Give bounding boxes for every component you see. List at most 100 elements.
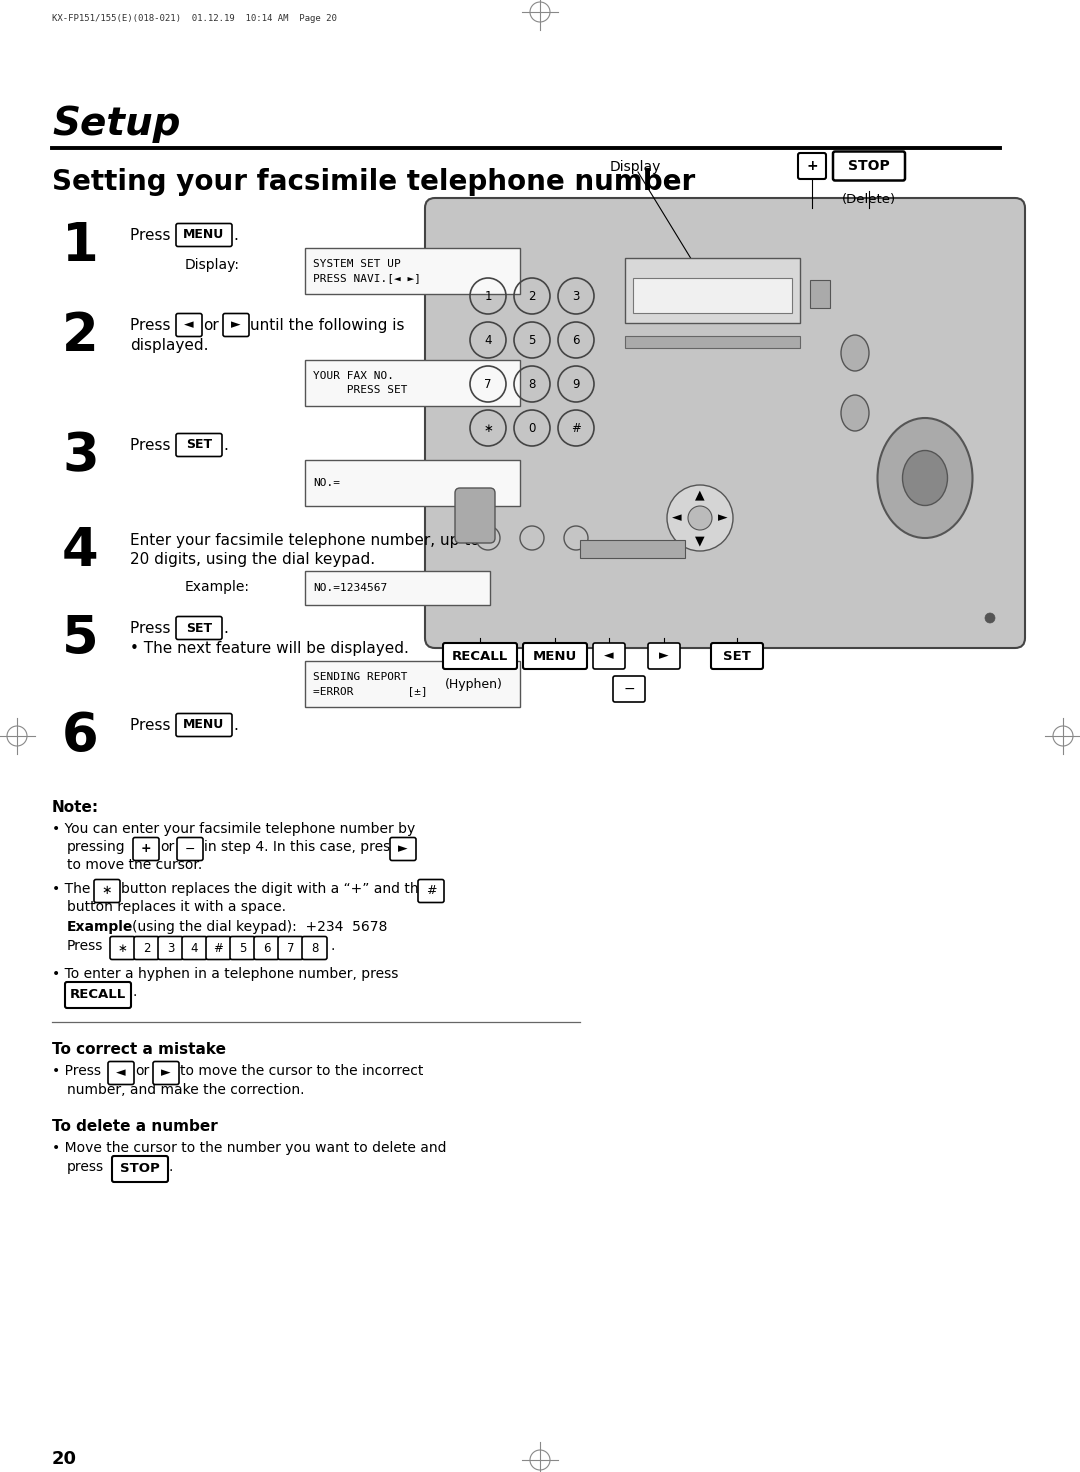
Ellipse shape <box>841 336 869 371</box>
FancyBboxPatch shape <box>230 936 255 960</box>
FancyBboxPatch shape <box>418 879 444 902</box>
Text: ►: ► <box>231 318 241 331</box>
Text: To correct a mistake: To correct a mistake <box>52 1042 226 1057</box>
FancyBboxPatch shape <box>455 489 495 543</box>
Bar <box>625 336 800 347</box>
Text: .: . <box>222 439 228 453</box>
FancyBboxPatch shape <box>798 153 826 180</box>
Bar <box>305 661 519 707</box>
Text: ◄: ◄ <box>604 649 613 662</box>
Text: (using the dial keypad):  +234  5678: (using the dial keypad): +234 5678 <box>132 920 388 935</box>
FancyBboxPatch shape <box>176 617 222 639</box>
FancyBboxPatch shape <box>176 433 222 456</box>
Text: ∗: ∗ <box>118 942 127 954</box>
Text: ∗: ∗ <box>102 885 112 898</box>
Text: 1: 1 <box>62 219 98 272</box>
FancyBboxPatch shape <box>176 314 202 337</box>
Bar <box>305 247 519 294</box>
Text: .: . <box>330 939 335 952</box>
Text: +: + <box>140 842 151 855</box>
Text: −: − <box>623 682 635 696</box>
Text: • Press: • Press <box>52 1064 102 1078</box>
Text: Example: Example <box>67 920 133 935</box>
Bar <box>305 571 490 605</box>
FancyBboxPatch shape <box>112 1156 168 1182</box>
Text: 3: 3 <box>62 430 98 481</box>
FancyBboxPatch shape <box>108 1061 134 1085</box>
Text: number, and make the correction.: number, and make the correction. <box>67 1083 305 1097</box>
Text: .: . <box>168 1160 174 1175</box>
Text: Display:: Display: <box>185 258 240 272</box>
Text: .: . <box>222 621 228 636</box>
Text: 4: 4 <box>484 334 491 346</box>
Text: Press: Press <box>130 718 175 733</box>
Text: • To enter a hyphen in a telephone number, press: • To enter a hyphen in a telephone numbe… <box>52 967 399 980</box>
Text: 5: 5 <box>62 612 98 665</box>
Text: ►: ► <box>161 1067 171 1079</box>
Text: 1: 1 <box>484 290 491 303</box>
FancyBboxPatch shape <box>648 643 680 668</box>
Text: 6: 6 <box>262 942 270 954</box>
Text: or: or <box>135 1064 149 1078</box>
FancyBboxPatch shape <box>523 643 588 668</box>
Text: SET: SET <box>186 439 212 452</box>
Text: 7: 7 <box>287 942 294 954</box>
Text: Note:: Note: <box>52 799 99 815</box>
FancyBboxPatch shape <box>65 982 131 1008</box>
FancyBboxPatch shape <box>153 1061 179 1085</box>
Text: 0: 0 <box>528 421 536 434</box>
FancyBboxPatch shape <box>426 199 1025 648</box>
Text: To delete a number: To delete a number <box>52 1119 218 1133</box>
Text: 20: 20 <box>52 1450 77 1468</box>
FancyBboxPatch shape <box>711 643 762 668</box>
Circle shape <box>667 484 733 551</box>
Text: or: or <box>203 318 219 333</box>
Text: to move the cursor.: to move the cursor. <box>67 858 202 871</box>
Text: button replaces the digit with a “+” and the: button replaces the digit with a “+” and… <box>121 882 427 896</box>
Ellipse shape <box>841 394 869 431</box>
Text: MENU: MENU <box>532 649 577 662</box>
Text: ►: ► <box>659 649 669 662</box>
Text: YOUR FAX NO.
     PRESS SET: YOUR FAX NO. PRESS SET <box>313 371 407 396</box>
Text: SYSTEM SET UP
PRESS NAVI.[◄ ►]: SYSTEM SET UP PRESS NAVI.[◄ ►] <box>313 259 421 284</box>
Text: Setup: Setup <box>52 105 180 143</box>
Text: 8: 8 <box>528 377 536 390</box>
Circle shape <box>985 612 995 623</box>
Text: ▼: ▼ <box>696 534 705 548</box>
Text: 7: 7 <box>484 377 491 390</box>
Text: #: # <box>214 942 224 954</box>
FancyBboxPatch shape <box>302 936 327 960</box>
Bar <box>580 540 685 558</box>
Text: 3: 3 <box>166 942 174 954</box>
Text: displayed.: displayed. <box>130 339 208 353</box>
Text: Example:: Example: <box>185 580 249 595</box>
FancyBboxPatch shape <box>254 936 279 960</box>
Text: 8: 8 <box>311 942 319 954</box>
Text: Press: Press <box>130 439 175 453</box>
Text: RECALL: RECALL <box>70 989 126 1001</box>
FancyBboxPatch shape <box>183 936 207 960</box>
FancyBboxPatch shape <box>593 643 625 668</box>
Text: MENU: MENU <box>184 228 225 241</box>
Text: 4: 4 <box>191 942 199 954</box>
FancyBboxPatch shape <box>390 838 416 861</box>
Text: Display: Display <box>610 160 661 174</box>
Text: Press: Press <box>130 318 175 333</box>
FancyBboxPatch shape <box>110 936 135 960</box>
Text: .: . <box>132 985 136 999</box>
Text: ◄: ◄ <box>117 1067 125 1079</box>
Text: • The next feature will be displayed.: • The next feature will be displayed. <box>130 640 409 657</box>
Text: RECALL: RECALL <box>451 649 508 662</box>
Text: SENDING REPORT
=ERROR        [±]: SENDING REPORT =ERROR [±] <box>313 671 428 696</box>
FancyBboxPatch shape <box>94 879 120 902</box>
Text: or: or <box>160 841 174 854</box>
Text: #: # <box>426 885 436 898</box>
Text: 2: 2 <box>143 942 150 954</box>
Text: 3: 3 <box>572 290 580 303</box>
Text: ▲: ▲ <box>696 489 705 502</box>
Text: until the following is: until the following is <box>249 318 405 333</box>
Text: button replaces it with a space.: button replaces it with a space. <box>67 899 286 914</box>
Text: KX-FP151/155(E)(018-021)  01.12.19  10:14 AM  Page 20: KX-FP151/155(E)(018-021) 01.12.19 10:14 … <box>52 15 337 24</box>
Text: • The: • The <box>52 882 91 896</box>
Text: Press: Press <box>130 228 175 243</box>
